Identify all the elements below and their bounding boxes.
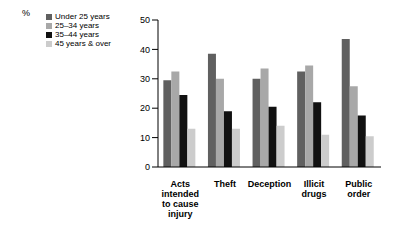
svg-text:intended: intended	[162, 189, 200, 199]
html-text:25–34 years: 25–34 years	[55, 21, 99, 30]
svg-text:injury: injury	[168, 209, 193, 219]
svg-text:Deception: Deception	[248, 179, 292, 189]
svg-text:50: 50	[140, 15, 150, 25]
svg-text:40: 40	[140, 45, 150, 55]
svg-text:0: 0	[145, 162, 150, 172]
svg-text:drugs: drugs	[302, 189, 327, 199]
svg-text:20: 20	[140, 103, 150, 113]
svg-text:Acts: Acts	[171, 179, 191, 189]
svg-text:order: order	[347, 189, 371, 199]
html-text:35–44 years: 35–44 years	[55, 30, 99, 39]
svg-text:Illicit: Illicit	[304, 179, 325, 189]
svg-text:to cause: to cause	[162, 199, 199, 209]
svg-text:Public: Public	[345, 179, 372, 189]
html-text:45 years & over: 45 years & over	[55, 39, 111, 48]
html-text:Under 25 years: Under 25 years	[55, 12, 110, 21]
svg-text:10: 10	[140, 133, 150, 143]
svg-text:Theft: Theft	[214, 179, 236, 189]
svg-text:30: 30	[140, 74, 150, 84]
